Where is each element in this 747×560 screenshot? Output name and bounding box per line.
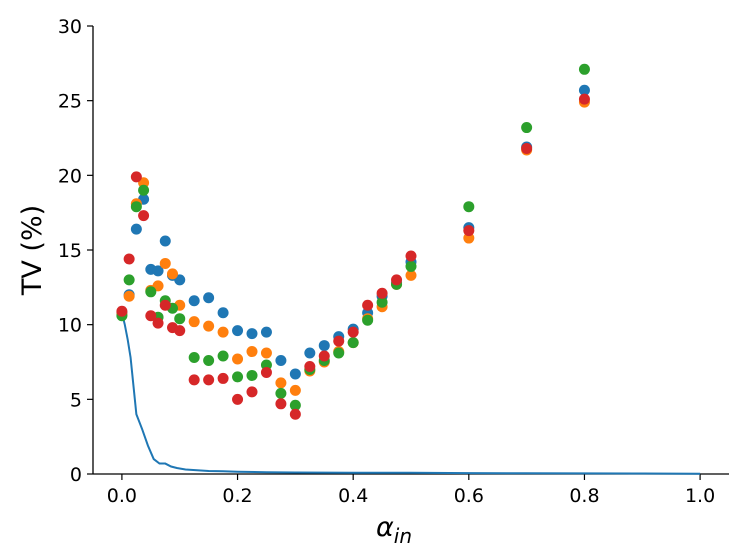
series-1-point <box>217 326 229 338</box>
series-0-point <box>159 235 171 247</box>
series-1-point <box>246 346 258 358</box>
x-tick-label: 0.0 <box>107 485 137 507</box>
series-2-point <box>362 314 374 326</box>
series-3-point <box>159 299 171 311</box>
series-2-point <box>188 352 200 364</box>
series-2-point <box>376 296 388 308</box>
series-1-point <box>275 377 287 389</box>
x-ticks: 0.0 0.2 0.4 0.6 0.8 1.0 <box>107 474 715 507</box>
series-3-point <box>116 305 128 317</box>
y-tick-label: 30 <box>58 16 82 38</box>
series-1-point <box>405 269 417 281</box>
series-2-point <box>578 63 590 75</box>
x-tick-label: 0.8 <box>569 485 599 507</box>
y-axis-label: TV (%) <box>17 205 48 296</box>
series-3-point <box>333 335 345 347</box>
series-1-point <box>167 268 178 280</box>
series-3-point <box>304 360 316 372</box>
series-3-point <box>463 225 475 237</box>
plot-area <box>116 63 701 475</box>
series-2-point <box>203 355 215 367</box>
y-tick-label: 5 <box>70 389 82 411</box>
series-0-point <box>152 265 164 277</box>
y-tick-label: 0 <box>70 464 82 486</box>
series-2-point <box>123 274 135 286</box>
x-axis-label-base: α <box>376 512 394 543</box>
x-tick-label: 0.2 <box>222 485 252 507</box>
series-3-point <box>152 317 164 329</box>
x-tick-label: 0.6 <box>454 485 484 507</box>
series-1-point <box>289 384 301 396</box>
series-2-point <box>333 347 345 359</box>
series-3-point <box>174 325 186 337</box>
series-3-point <box>347 326 359 338</box>
series-0-point <box>289 368 301 380</box>
series-2-point <box>217 350 229 362</box>
axes-spines <box>92 26 729 475</box>
series-2-point <box>232 371 244 383</box>
x-tick-label: 0.4 <box>338 485 368 507</box>
series-3-point <box>145 310 157 322</box>
series-0-point <box>203 292 215 304</box>
series-2-point <box>463 201 475 213</box>
series-1-point <box>232 353 244 365</box>
series-1-point <box>188 316 200 328</box>
series-2-point <box>246 369 258 381</box>
x-tick-label: 1.0 <box>685 485 715 507</box>
y-tick-label: 10 <box>58 315 82 337</box>
series-2-point <box>347 337 359 349</box>
series-3-point <box>578 93 590 105</box>
x-axis-label-subscript: in <box>394 524 412 548</box>
series-3-point <box>275 398 287 410</box>
series-1-point <box>203 320 215 332</box>
y-tick-label: 15 <box>58 240 82 262</box>
series-2-point <box>130 201 142 213</box>
series-2-point <box>174 313 186 325</box>
series-1-point <box>123 290 135 302</box>
series-3-point <box>217 372 229 384</box>
x-axis-label: αin <box>376 512 412 548</box>
series-0-point <box>130 223 142 235</box>
series-3-point <box>318 350 330 362</box>
series-0-point <box>232 325 244 337</box>
series-2-point <box>289 399 301 411</box>
series-3-point <box>391 274 403 286</box>
series-3-point <box>232 393 244 405</box>
series-0-point <box>174 274 186 286</box>
series-3-point <box>260 366 272 378</box>
series-2-point <box>521 122 533 134</box>
series-3-point <box>130 171 142 183</box>
series-3-point <box>376 287 388 299</box>
series-2-point <box>275 387 287 399</box>
y-tick-label: 20 <box>58 165 82 187</box>
series-0-point <box>188 295 200 307</box>
series-0-point <box>304 347 316 359</box>
series-3-point <box>246 386 258 398</box>
series-2-point <box>405 260 417 272</box>
series-3-point <box>405 250 417 262</box>
series-3-point <box>123 253 135 265</box>
series-2-point <box>138 184 150 196</box>
series-4-line <box>120 312 701 475</box>
series-0-point <box>318 340 330 352</box>
series-3-point <box>188 374 200 386</box>
y-ticks: 0 5 10 15 20 25 30 <box>58 16 93 486</box>
y-tick-label: 25 <box>58 91 82 113</box>
series-0-point <box>246 328 258 340</box>
series-3-point <box>362 299 374 311</box>
series-0-point <box>578 84 590 96</box>
series-3-point <box>138 210 150 222</box>
series-1-point <box>159 257 171 269</box>
series-0-point <box>260 326 272 338</box>
series-3-point <box>203 374 215 386</box>
series-1-point <box>152 280 164 292</box>
series-0-point <box>275 355 287 367</box>
series-0-point <box>217 307 229 319</box>
series-2-point <box>145 286 157 298</box>
series-1-point <box>260 347 272 359</box>
series-3-point <box>289 408 301 420</box>
series-3-point <box>521 142 533 154</box>
